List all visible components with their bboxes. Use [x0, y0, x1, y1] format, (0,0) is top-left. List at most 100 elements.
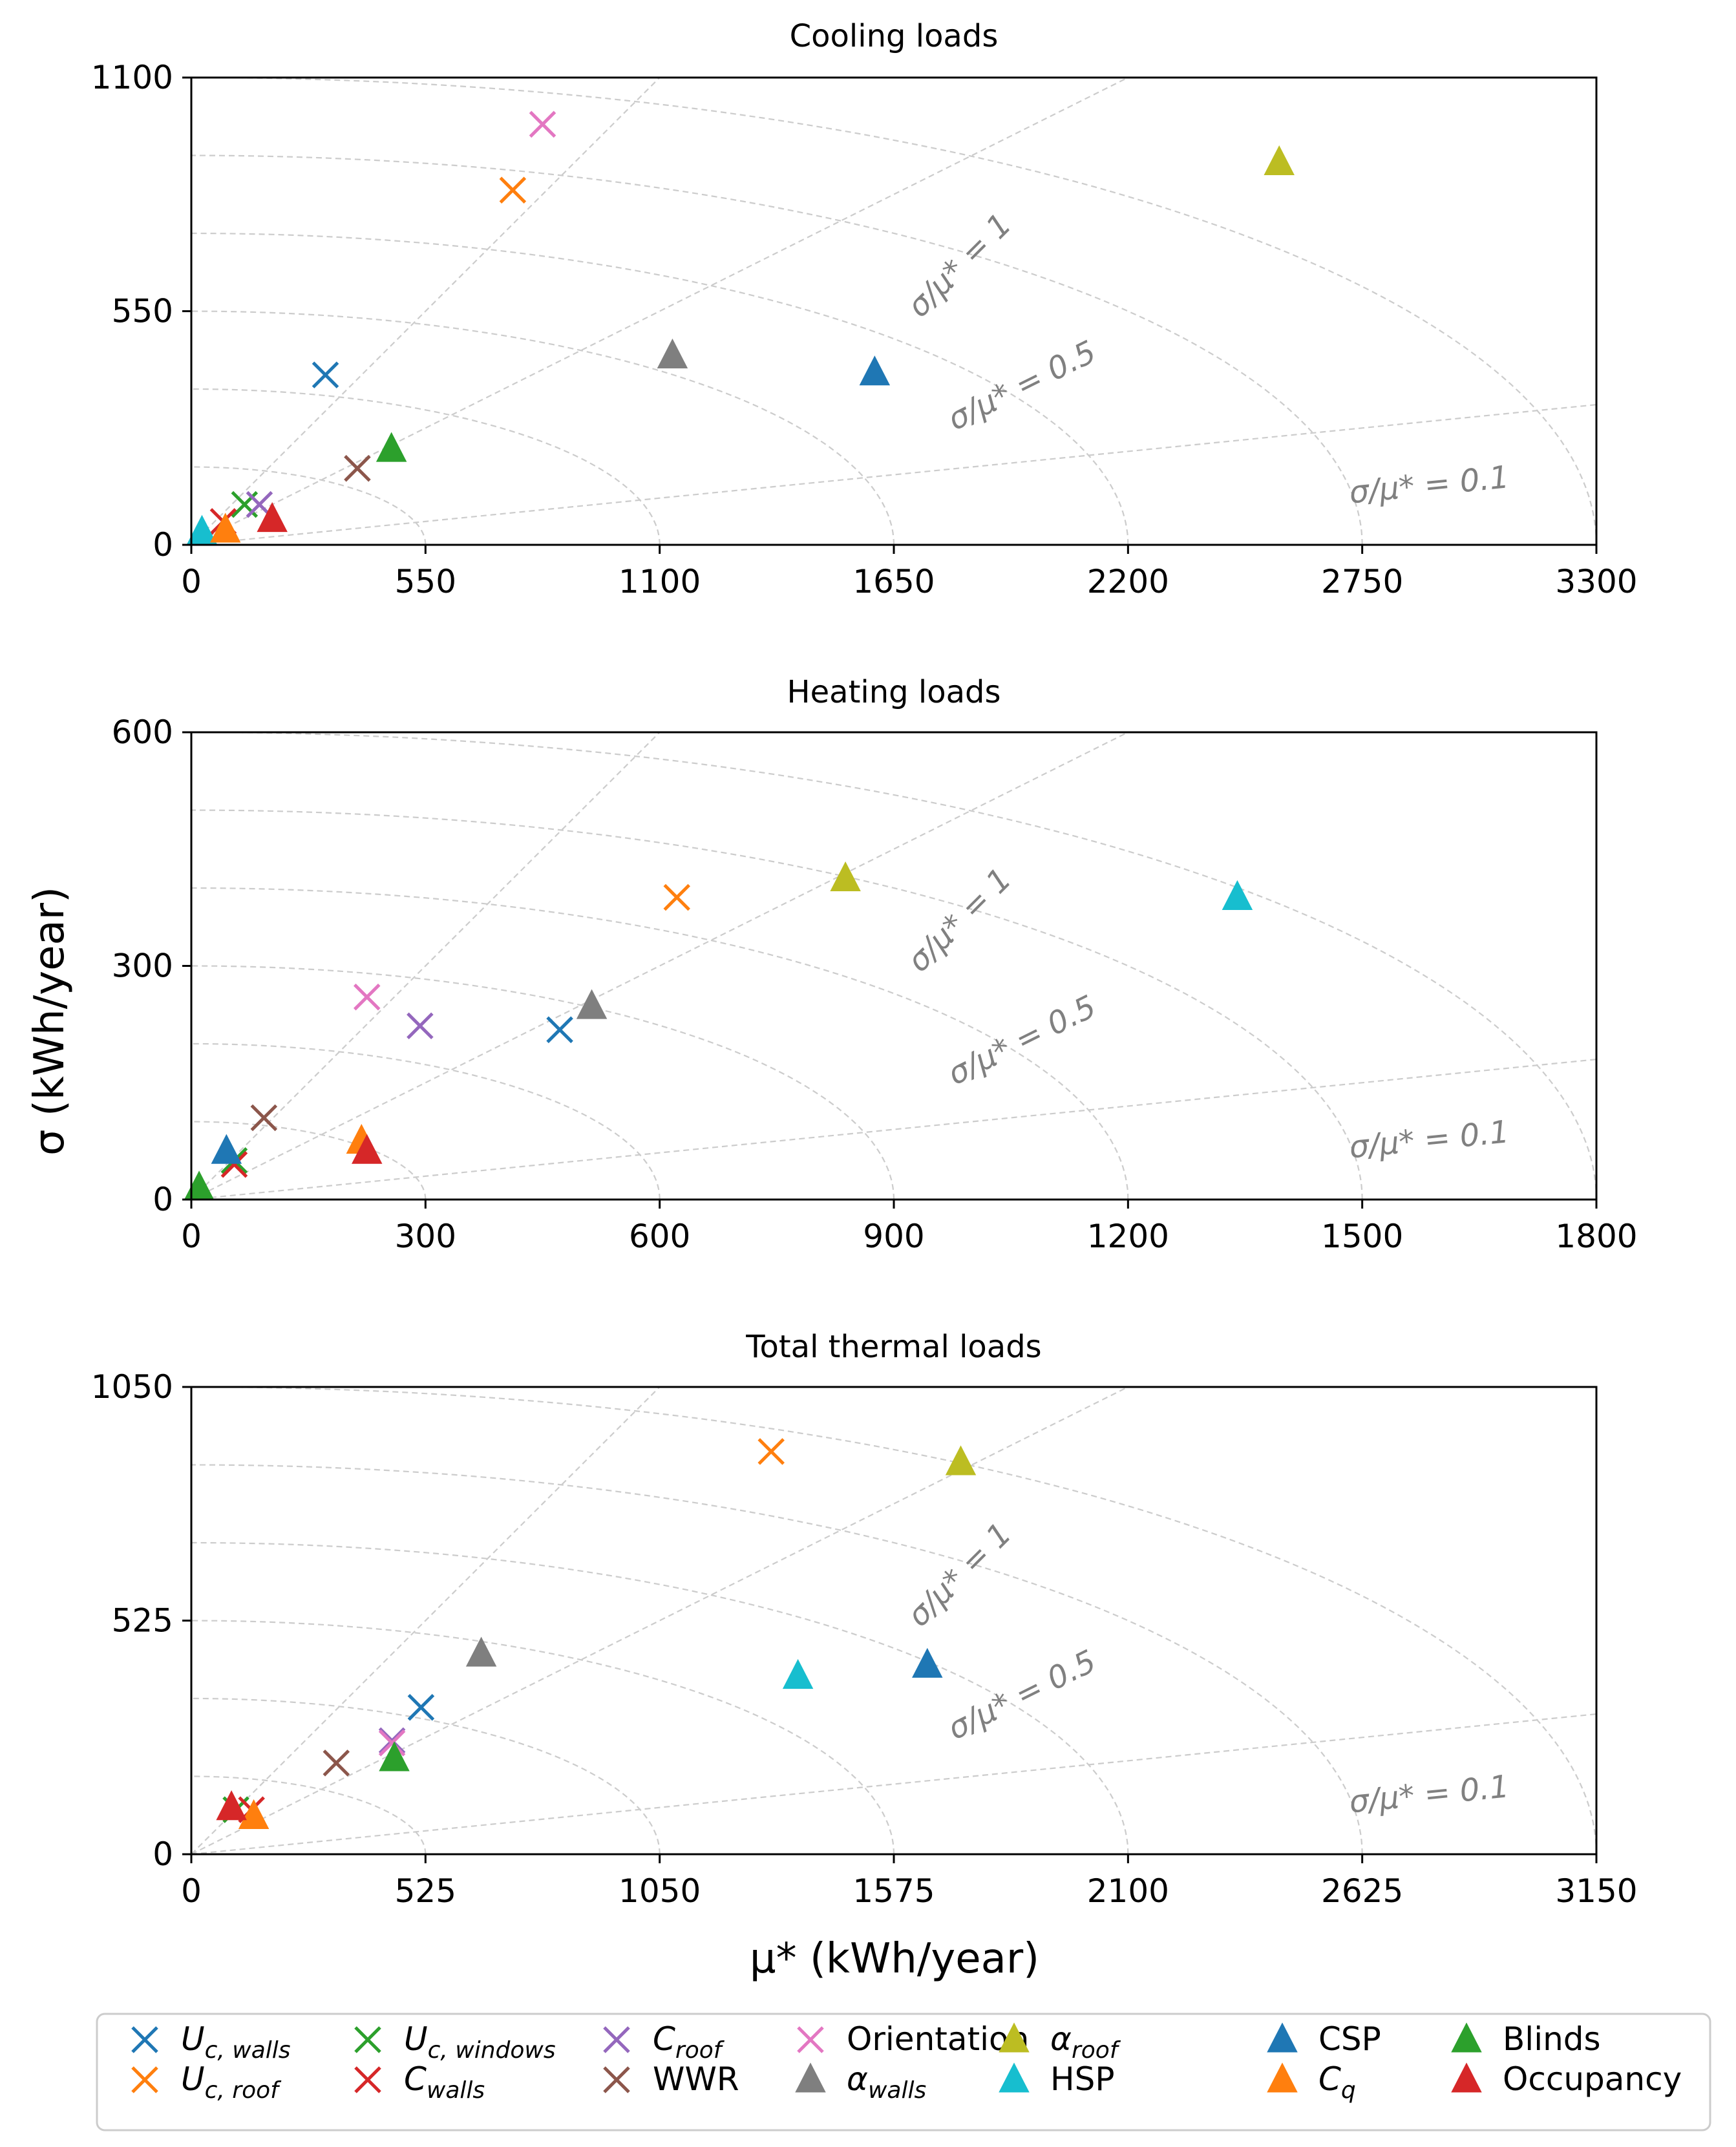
x-tick-label: 550 — [395, 563, 456, 600]
x-tick-label: 1650 — [852, 563, 935, 600]
legend-label: HSP — [1050, 2060, 1115, 2098]
ratio-annotation: σ/μ* = 0.5 — [942, 1643, 1102, 1747]
point-wwr — [344, 454, 371, 482]
x-tick-label: 1500 — [1321, 1218, 1403, 1255]
ratio-line — [191, 404, 1596, 545]
ratio-line — [191, 78, 661, 545]
legend-entry-wwr: WWR — [603, 2060, 739, 2098]
point-orientation — [378, 1729, 406, 1757]
x-tick-label: 3300 — [1555, 563, 1637, 600]
legend-entry--walls: αwalls — [795, 2060, 926, 2104]
panel-3: σ/μ* = 1σ/μ* = 0.5 σ/μ* = 0.1 0 525 1050 1575… — [91, 1329, 1638, 1910]
x-tick-label: 2750 — [1321, 563, 1403, 600]
data-points — [186, 111, 1295, 545]
ratio-line — [191, 732, 1130, 1200]
legend-label: Uc, windows — [404, 2020, 556, 2064]
point-occupancy — [352, 1134, 383, 1164]
point--roof — [830, 861, 861, 892]
point-croof — [407, 1012, 434, 1040]
ratio-annotation: σ/μ* = 1 — [900, 1516, 1019, 1634]
y-tick-label: 1100 — [91, 59, 173, 96]
point-blinds — [379, 1741, 410, 1772]
x-tick-label: 900 — [863, 1218, 924, 1255]
grid-arc — [191, 1697, 661, 1854]
grid-arc — [191, 78, 1596, 545]
point-hsp — [782, 1658, 814, 1689]
point-csp — [211, 1134, 242, 1164]
point-blinds — [184, 1170, 215, 1201]
x-tick-label: 1050 — [619, 1872, 701, 1910]
legend-entry-hsp: HSP — [999, 2060, 1115, 2098]
ratio-annotation: σ/μ* = 0.1 — [1348, 459, 1511, 511]
ratio-annotation: σ/μ* = 0.1 — [1348, 1114, 1511, 1165]
grid — [191, 1387, 1596, 1854]
legend-marker — [1451, 2022, 1482, 2053]
point-cq — [238, 1799, 270, 1829]
point-csp — [859, 355, 891, 386]
ratio-annotation: σ/μ* = 1 — [900, 206, 1019, 324]
legend-marker — [1267, 2022, 1298, 2053]
x-tick-label: 525 — [395, 1872, 456, 1910]
legend-entry-uc-roof: Uc, roof — [131, 2060, 282, 2104]
x-tick-label: 2200 — [1087, 563, 1169, 600]
point-uc-walls — [546, 1016, 573, 1044]
legend-entry-cwalls: Cwalls — [354, 2060, 485, 2104]
legend-frame — [96, 2013, 1711, 2131]
legend-entry-uc-windows: Uc, windows — [354, 2020, 556, 2064]
y-tick-label: 1050 — [91, 1368, 173, 1406]
legend-marker — [603, 2026, 630, 2053]
point-hsp — [1222, 880, 1253, 910]
grid-arc — [191, 1775, 427, 1854]
legend-label: CSP — [1318, 2020, 1381, 2058]
point--roof — [1264, 145, 1295, 175]
panel-1: σ/μ* = 1σ/μ* = 0.5 σ/μ* = 0.1 0 550 1100 1650… — [91, 18, 1638, 600]
point-occupancy — [216, 1790, 247, 1821]
grid-arc — [191, 732, 1596, 1200]
data-points — [184, 861, 1253, 1201]
point--walls — [465, 1636, 497, 1667]
grid-arc — [191, 466, 427, 545]
legend-marker — [603, 2066, 630, 2093]
grid-arc — [191, 154, 1363, 545]
y-tick-label: 0 — [153, 1835, 173, 1873]
legend-label: Cq — [1318, 2060, 1356, 2104]
legend-marker — [354, 2066, 381, 2093]
y-tick-label: 600 — [112, 714, 173, 751]
point-wwr — [250, 1104, 278, 1132]
point--walls — [657, 338, 688, 369]
legend-label: αroof — [1050, 2020, 1121, 2064]
legend-label: αwalls — [847, 2060, 926, 2104]
legend-marker — [999, 2062, 1030, 2093]
x-tick-label: 1200 — [1087, 1218, 1169, 1255]
panel-title: Total thermal loads — [745, 1329, 1041, 1365]
grid — [191, 732, 1596, 1200]
x-tick-label: 2100 — [1087, 1872, 1169, 1910]
ratio-annotation: σ/μ* = 0.5 — [942, 988, 1102, 1092]
x-tick-label: 3150 — [1555, 1872, 1637, 1910]
point-blinds — [376, 432, 407, 462]
grid-arc — [191, 1464, 1363, 1854]
point-cq — [209, 513, 241, 543]
legend-label: WWR — [653, 2060, 739, 2098]
point-orientation — [353, 983, 381, 1011]
ratio-annotation: σ/μ* = 0.5 — [942, 333, 1102, 438]
ratio-line — [191, 1059, 1596, 1200]
y-axis-label: σ (kWh/year) — [26, 887, 74, 1156]
point--roof — [945, 1445, 977, 1475]
x-tick-label: 2625 — [1321, 1872, 1403, 1910]
legend-entry-croof: Croof — [603, 2020, 725, 2064]
legend-entry-blinds: Blinds — [1451, 2020, 1601, 2058]
point-wwr — [323, 1750, 350, 1777]
y-tick-label: 550 — [112, 293, 173, 330]
panel-title: Heating loads — [787, 674, 1001, 710]
legend-marker — [999, 2022, 1030, 2053]
x-tick-label: 0 — [181, 1218, 202, 1255]
grid-arc — [191, 887, 1129, 1200]
panels: σ/μ* = 1σ/μ* = 0.5σ/μ* = 0.10 550 1100 1650… — [91, 18, 1638, 1910]
legend-label: Occupancy — [1503, 2060, 1682, 2098]
legend-marker — [797, 2026, 824, 2053]
legend-label: Blinds — [1503, 2020, 1601, 2058]
grid-arc — [191, 1042, 661, 1200]
legend-label: Uc, roof — [181, 2060, 282, 2104]
